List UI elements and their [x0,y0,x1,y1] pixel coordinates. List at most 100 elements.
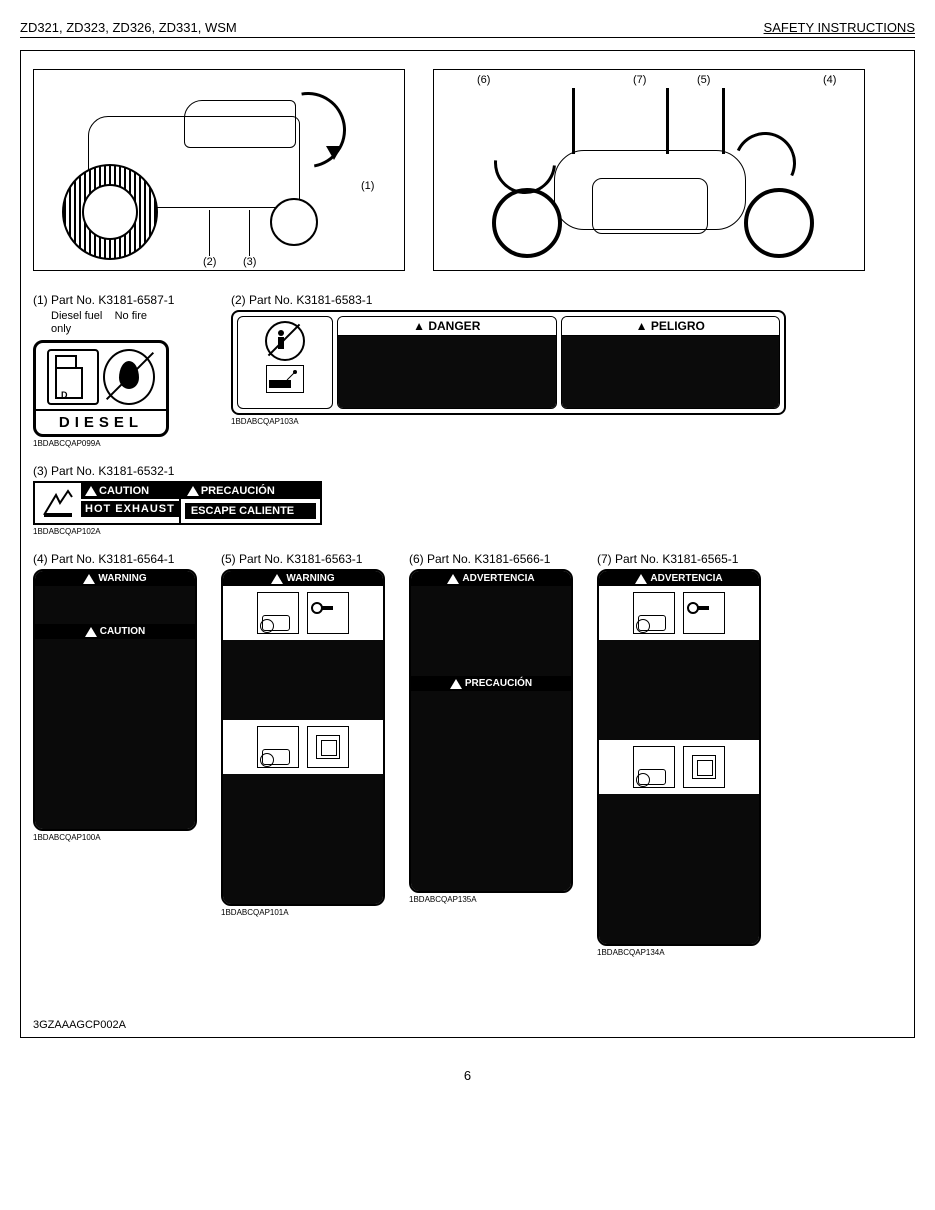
icon-row [223,720,383,774]
arrow-head-icon [326,146,342,160]
icon-row [223,586,383,640]
hot-bar: HOT EXHAUST [81,499,179,517]
label-2-code: 1BDABCQAP103A [231,417,786,426]
label-6-code: 1BDABCQAP135A [409,895,573,904]
label-4-code: 1BDABCQAP100A [33,833,197,842]
advertencia-decal: ADVERTENCIA [597,569,761,946]
header-section: SAFETY INSTRUCTIONS [764,20,915,35]
txt: Diesel fuel [51,310,102,322]
label-1-subtitle: Diesel fuel No fire only [51,310,213,336]
label-7: (7) Part No. K3181-6565-1 ADVERTENCIA 1B… [597,552,761,957]
thrown-object-icon [266,365,304,393]
advertencia-bar: ADVERTENCIA [599,571,759,586]
dark-body [223,640,383,720]
grille-icon [592,178,708,234]
fuel-pump-icon: D [47,349,99,405]
read-manual-icon [307,726,349,768]
txt: ADVERTENCIA [462,573,534,584]
lever-icon [572,88,575,154]
dark-body [599,640,759,740]
diesel-decal: D DIESEL [33,340,169,437]
he-left: CAUTION HOT EXHAUST [35,483,181,523]
dark-body [223,774,383,904]
he-text: CAUTION HOT EXHAUST [81,483,179,523]
warning-triangle-icon [450,679,462,689]
page-header: ZD321, ZD323, ZD326, ZD331, WSM SAFETY I… [20,20,915,38]
label-5-code: 1BDABCQAP101A [221,908,385,917]
danger-icons [237,316,333,409]
txt: ADVERTENCIA [650,573,722,584]
warning-triangle-icon [187,486,199,496]
dark-body [599,794,759,944]
mower-wheel-icon [633,746,675,788]
mower-wheel-icon [257,592,299,634]
diesel-top: D [36,343,166,409]
label-3-title: (3) Part No. K3181-6532-1 [33,464,322,478]
txt: only [51,323,71,335]
callout-4: (4) [822,74,837,86]
pump-d: D [61,390,68,400]
mower-wheel-icon [633,592,675,634]
label-6: (6) Part No. K3181-6566-1 ADVERTENCIA PR… [409,552,573,904]
diesel-text: DIESEL [36,409,166,434]
callout-5: (5) [696,74,711,86]
caution-bar: CAUTION [81,483,179,499]
label-4: (4) Part No. K3181-6564-1 WARNING CAUTIO… [33,552,197,842]
label-3-code: 1BDABCQAP102A [33,527,322,536]
lever-icon [666,88,669,154]
callout-2: (2) [202,256,217,268]
peligro-panel: ▲ PELIGRO [561,316,781,409]
label-4-title: (4) Part No. K3181-6564-1 [33,552,197,566]
lead-line-icon [249,210,250,258]
dark-body [562,336,780,408]
dark-body [411,691,571,891]
page-number: 6 [20,1068,915,1083]
danger-panel: ▲ DANGER [337,316,557,409]
hot-exhaust-decal: CAUTION HOT EXHAUST PRECAUCIÓN ESCAPE CA… [33,481,322,525]
no-bystander-icon [265,321,305,361]
txt: WARNING [98,573,146,584]
label-7-code: 1BDABCQAP134A [597,948,761,957]
precaucion-bar: PRECAUCIÓN [411,676,571,691]
txt: CAUTION [100,626,146,637]
remove-key-icon [683,592,725,634]
icon-row [599,740,759,794]
lead-line-icon [209,210,210,258]
warning-triangle-icon [85,486,97,496]
lever-icon [722,88,725,154]
label-5-title: (5) Part No. K3181-6563-1 [221,552,385,566]
header-models: ZD321, ZD323, ZD326, ZD331, WSM [20,20,237,35]
left-wheel-icon [492,188,562,258]
dark-body [338,336,556,408]
advertencia-bar: ADVERTENCIA [411,571,571,586]
dark-body [35,639,195,829]
labels-row-3: (4) Part No. K3181-6564-1 WARNING CAUTIO… [33,552,902,957]
txt: No fire [115,310,147,322]
label-6-title: (6) Part No. K3181-6566-1 [409,552,573,566]
label-1: (1) Part No. K3181-6587-1 Diesel fuel No… [33,293,213,448]
icon-row [599,586,759,640]
warning-triangle-icon [83,574,95,584]
front-caster-icon [270,198,318,246]
dark-body [411,586,571,676]
warning-caution-decal: WARNING CAUTION [33,569,197,831]
no-fire-icon [103,349,155,405]
content-frame: (1) (2) (3) (6) (7) (5) (4) [20,50,915,1038]
caution-bar: CAUTION [35,624,195,639]
right-wheel-icon [744,188,814,258]
mower-wheel-icon [257,726,299,768]
label-3: (3) Part No. K3181-6532-1 CAUTION HOT EX… [33,464,322,536]
label-5: (5) Part No. K3181-6563-1 WARNING 1BDABC… [221,552,385,917]
warning-decal: WARNING [221,569,385,906]
txt: CAUTION [99,485,149,497]
callout-1: (1) [360,180,375,192]
advertencia-precaucion-decal: ADVERTENCIA PRECAUCIÓN [409,569,573,893]
warning-triangle-icon [635,574,647,584]
txt: WARNING [286,573,334,584]
callout-7: (7) [632,74,647,86]
labels-row-1: (1) Part No. K3181-6587-1 Diesel fuel No… [33,293,902,448]
remove-key-icon [307,592,349,634]
txt: PRECAUCIÓN [465,678,532,689]
callout-3: (3) [242,256,257,268]
danger-decal: ▲ DANGER ▲ PELIGRO [231,310,786,415]
